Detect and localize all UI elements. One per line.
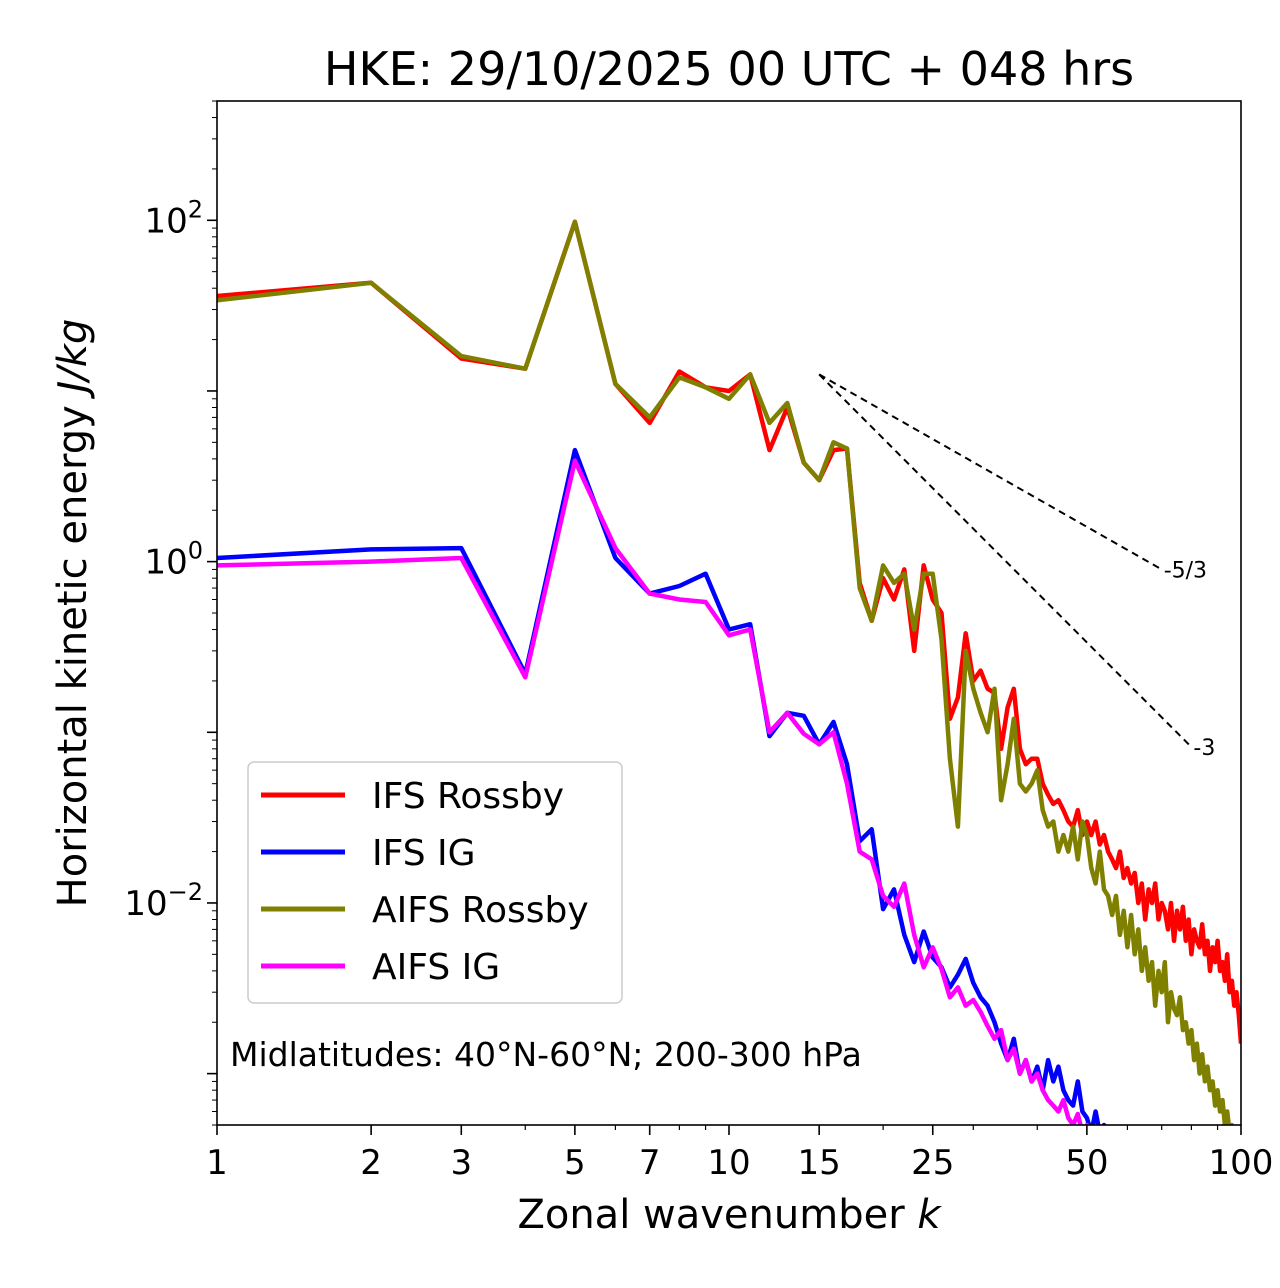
legend-label-ifs-ig: IFS IG — [372, 833, 476, 874]
axis-ticks: 1 2 3 5 7 10 15 25 50 100 102 100 10−2 — [124, 100, 1274, 1183]
y-axis-label: Horizontal kinetic energy J/kg — [50, 319, 96, 908]
series-line-aifs-ig — [217, 458, 1090, 1125]
region-annotation: Midlatitudes: 40°N-60°N; 200-300 hPa — [230, 1035, 862, 1074]
series-line-aifs-rossby — [217, 219, 1235, 1125]
x-tick-label: 1 — [206, 1143, 228, 1183]
x-tick-label: 10 — [707, 1143, 750, 1183]
x-tick-label: 2 — [360, 1143, 382, 1183]
reference-line — [818, 373, 1163, 571]
y-axis-label-symbol: J/kg — [50, 319, 96, 400]
x-tick-label: 7 — [639, 1143, 661, 1183]
y-tick-label: 102 — [144, 195, 203, 241]
reference-line-label: -3 — [1193, 736, 1215, 761]
plot-frame — [216, 100, 1242, 1126]
series-layer — [217, 219, 1241, 1125]
y-tick-label: 100 — [144, 537, 203, 583]
legend-label-ifs-rossby: IFS Rossby — [372, 776, 564, 817]
x-axis-label: Zonal wavenumber k — [517, 1192, 942, 1238]
y-tick-label: 10−2 — [124, 878, 203, 924]
reference-lines: -5/3 -3 — [818, 373, 1215, 761]
x-tick-label: 5 — [564, 1143, 586, 1183]
chart-title: HKE: 29/10/2025 00 UTC + 048 hrs — [324, 42, 1134, 96]
y-axis-label-text: Horizontal kinetic energy — [50, 393, 96, 908]
legend: IFS Rossby IFS IG AIFS Rossby AIFS IG — [247, 761, 623, 1004]
legend-box — [247, 761, 623, 1004]
x-tick-label: 50 — [1065, 1143, 1108, 1183]
reference-line-label: -5/3 — [1164, 558, 1207, 583]
series-line-ifs-ig — [217, 447, 1107, 1125]
x-tick-label: 100 — [1209, 1143, 1274, 1183]
legend-label-aifs-rossby: AIFS Rossby — [372, 890, 589, 931]
x-tick-label: 25 — [911, 1143, 954, 1183]
reference-line — [818, 373, 1193, 748]
x-tick-label: 3 — [450, 1143, 472, 1183]
legend-label-aifs-ig: AIFS IG — [372, 947, 500, 988]
x-tick-label: 15 — [798, 1143, 841, 1183]
x-axis-label-text: Zonal wavenumber — [517, 1192, 917, 1238]
x-axis-label-symbol: k — [917, 1192, 942, 1238]
